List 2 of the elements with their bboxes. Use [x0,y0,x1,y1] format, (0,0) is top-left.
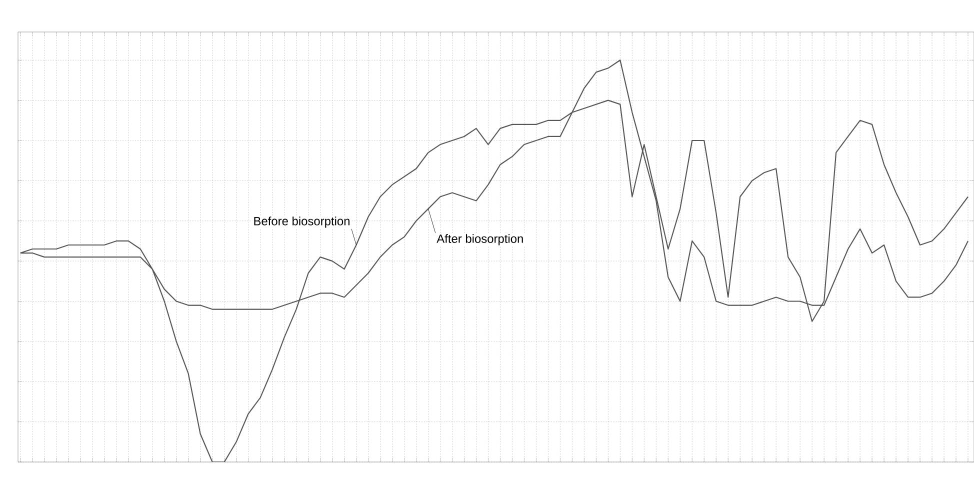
series-label: After biosorption [436,234,523,246]
series-label: Before biosorption [254,216,350,228]
